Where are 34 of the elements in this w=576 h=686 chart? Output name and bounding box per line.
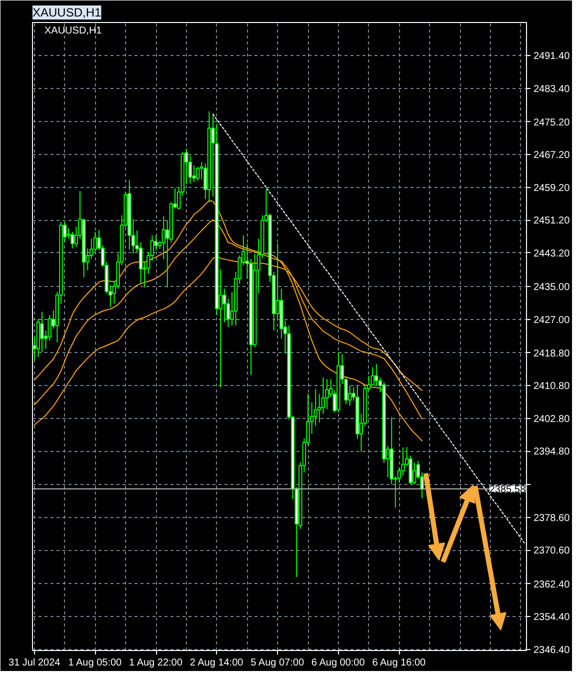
ref-line-label: 2385.58: [489, 484, 526, 496]
candlestick: [412, 462, 416, 485]
y-tick-label: 2491.40: [534, 51, 570, 62]
y-tick-label: 2451.20: [534, 216, 570, 227]
candlestick: [222, 288, 226, 323]
y-tick-label: 2378.60: [534, 512, 570, 524]
line-series: [34, 200, 422, 442]
annotation: XAUUSD,H1: [44, 26, 102, 36]
x-tick-label: 6 Aug 00:00: [311, 658, 366, 668]
candlestick: [70, 231, 74, 249]
chart-title: XAUUSD,H1: [32, 6, 102, 20]
y-tick-label: 2362.40: [534, 579, 570, 590]
y-tick-label: 2435.00: [534, 282, 570, 294]
y-tick-label: 2475.20: [534, 117, 570, 128]
y-tick-label: 2467.20: [534, 150, 570, 162]
y-tick-label: 2483.40: [534, 84, 570, 95]
y-tick-label: 2394.80: [534, 446, 570, 458]
y-tick-label: 2370.60: [534, 546, 570, 557]
y-tick-label: 2354.40: [534, 612, 570, 624]
y-tick-label: 2410.80: [534, 381, 570, 392]
x-tick-label: 1 Aug 22:00: [129, 658, 183, 668]
y-tick-label: 2459.20: [534, 182, 570, 194]
x-tick-label: 1 Aug 05:00: [68, 658, 122, 668]
y-tick-label: 2402.80: [534, 414, 570, 425]
x-tick-label: 2 Aug 14:00: [190, 658, 244, 668]
candlestick: [40, 311, 44, 353]
y-tick-label: 2418.80: [534, 348, 570, 360]
y-tick-label: 2346.40: [534, 644, 570, 656]
y-tick-label: 2443.20: [534, 248, 570, 260]
x-tick-label: 6 Aug 16:00: [372, 658, 426, 668]
candlestick: [370, 366, 374, 386]
x-tick-label: 5 Aug 07:00: [250, 658, 304, 668]
y-tick-label: 2427.00: [534, 314, 570, 326]
x-tick-label: 31 Jul 2024: [8, 658, 61, 668]
